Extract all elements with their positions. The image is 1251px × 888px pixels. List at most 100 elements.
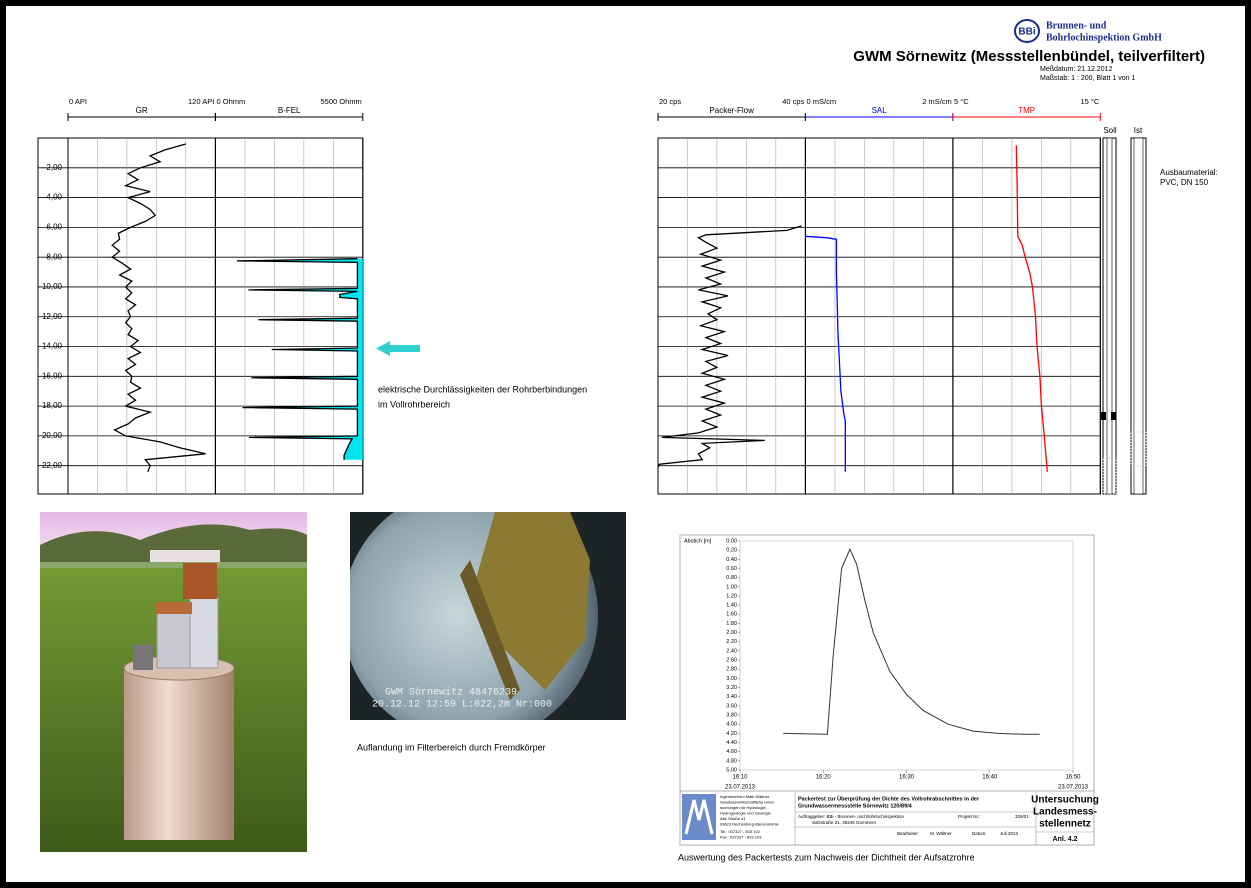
x-tick-label: 16:10 (732, 775, 748, 781)
soll-pipe (1107, 138, 1112, 494)
photo-pipe (190, 598, 218, 668)
track-scale-label: 40 cps (782, 97, 804, 106)
y-tick-label: 1.20 (726, 593, 737, 599)
photo-pipe (157, 607, 190, 668)
photo-camera: GWM Sörnewitz 48476239 20.12.12 12:59 L:… (342, 487, 626, 743)
ist-label: Ist (1134, 126, 1143, 135)
office-line: Fax : 037327 - 833 103 (720, 835, 762, 840)
y-tick-label: 0.20 (726, 548, 737, 554)
office-line: Gewässerwirtschaftliche Unter- (720, 800, 776, 805)
subject: Grundwassermessstelle Sörnewitz 120/89/4 (798, 803, 913, 809)
track-scale-label: 0 API (69, 97, 87, 106)
photo-casing (124, 668, 234, 840)
y-tick-label: 2.00 (726, 630, 737, 636)
photo-wellhead (40, 512, 307, 852)
track-scale-label: 0 Ohmm (217, 97, 246, 106)
y-tick-label: 0.00 (726, 538, 737, 544)
office-line: Ingenieurbüro Maik Wältner (720, 794, 770, 799)
company-line: Bohrlochinspektion GmbH (1046, 32, 1162, 43)
office-line: 09623 Rechenberg-Bienenmühle (720, 822, 779, 827)
y-tick-label: 0.80 (726, 575, 737, 581)
project-title: Untersuchung (1031, 795, 1099, 806)
y-tick-label: 4.40 (726, 740, 737, 746)
track-scale-label: 5 °C (954, 97, 969, 106)
track-name: GR (136, 106, 148, 115)
photo-houses (150, 550, 220, 562)
page: BBi Brunnen- und Bohrlochinspektion GmbH… (0, 0, 1251, 888)
y-tick-label: 3.40 (726, 694, 737, 700)
material: PVC, DN 150 (1160, 178, 1209, 187)
camera-overlay: GWM Sörnewitz 48476239 (385, 687, 517, 699)
y-tick-label: 4.80 (726, 758, 737, 764)
editor: M. Wältner (930, 831, 952, 836)
office-line: Alte Straße 41 (720, 816, 746, 821)
x-date-label: 23.07.2013 (725, 785, 756, 791)
y-tick-label: 1.40 (726, 603, 737, 609)
y-tick-label: 1.80 (726, 621, 737, 627)
annotation-text: im Vollrohrbereich (378, 399, 450, 409)
photo-cap (155, 602, 192, 614)
scale: Maßstab: 1 : 200, Blatt 1 von 1 (1040, 75, 1135, 82)
track-name: Packer-Flow (709, 106, 754, 115)
track-scale-label: 15 °C (1080, 97, 1099, 106)
annotation-text: elektrische Durchlässigkeiten der Rohrbe… (378, 384, 587, 394)
soll-label: Soll (1103, 126, 1117, 135)
y-tick-label: 5.00 (726, 767, 737, 773)
project-title: stellennetz (1039, 819, 1091, 830)
ist-pipe (1134, 138, 1143, 494)
y-tick-label: 3.00 (726, 676, 737, 682)
y-tick-label: 4.00 (726, 722, 737, 728)
arrow-shaft (387, 345, 420, 352)
document-title: GWM Sörnewitz (Messstellenbündel, teilve… (853, 48, 1205, 65)
office-line: Hydrogeologie und Geologie (720, 811, 771, 816)
photo-cap (183, 563, 217, 599)
x-tick-label: 16:40 (982, 775, 998, 781)
photo-meadow (40, 562, 307, 568)
editor-label: Bearbeiter: (897, 831, 919, 836)
office-line: suchungen für Hydrologie, (720, 805, 767, 810)
y-tick-label: 3.60 (726, 703, 737, 709)
track-name: SAL (872, 106, 888, 115)
y-tick-label: 4.60 (726, 749, 737, 755)
measure-date: Meßdatum: 21.12.2012 (1040, 66, 1112, 73)
x-tick-label: 16:50 (1065, 775, 1081, 781)
photo-small-pipe (133, 645, 153, 670)
track-scale-label: 20 cps (659, 97, 681, 106)
camera-overlay: 20.12.12 12:59 L:022,2m Nr:000 (372, 700, 552, 711)
project-title: Landesmess- (1033, 807, 1097, 818)
material-label: Ausbaumaterial: (1160, 168, 1218, 177)
subject: Packertest zur Überprüfung der Dichte de… (798, 795, 980, 802)
y-tick-label: 2.40 (726, 648, 737, 654)
y-axis-label: Abstich [m] (684, 538, 712, 544)
packer (1101, 412, 1106, 420)
x-tick-label: 16:30 (899, 775, 915, 781)
client: Salzstraße 21, 39245 Gommern (812, 820, 877, 825)
packer-caption: Auswertung des Packertests zum Nachweis … (678, 852, 975, 862)
logo: BBi (1018, 27, 1035, 38)
office-line: Tel.: 037327 - 833 102 (720, 829, 761, 834)
y-tick-label: 0.40 (726, 557, 737, 563)
date: Juli 2013 (1000, 831, 1019, 836)
project-label: Projekt Nr.: (958, 814, 980, 819)
y-tick-label: 2.80 (726, 667, 737, 673)
y-tick-label: 2.60 (726, 658, 737, 664)
photo-caption: Auflandung im Filterbereich durch Fremdk… (357, 742, 546, 752)
y-tick-label: 1.00 (726, 584, 737, 590)
x-tick-label: 16:20 (816, 775, 832, 781)
y-tick-label: 2.20 (726, 639, 737, 645)
annex: Anl. 4.2 (1053, 836, 1078, 843)
y-tick-label: 3.80 (726, 712, 737, 718)
x-date-label: 23.07.2013 (1058, 785, 1089, 791)
y-tick-label: 0.60 (726, 566, 737, 572)
company-line: Brunnen- und (1046, 20, 1107, 31)
client: Auftraggeber: BBi - Brunnen- und Bohrloc… (798, 814, 905, 819)
track-scale-label: 2 mS/cm (922, 97, 952, 106)
y-tick-label: 1.60 (726, 612, 737, 618)
track-scale-label: 5500 Ohmm (321, 97, 362, 106)
track-scale-label: 120 API (188, 97, 214, 106)
packer (1111, 412, 1116, 420)
y-tick-label: 4.20 (726, 731, 737, 737)
track-name: B-FEL (278, 106, 301, 115)
y-tick-label: 3.20 (726, 685, 737, 691)
track-name: TMP (1018, 106, 1035, 115)
